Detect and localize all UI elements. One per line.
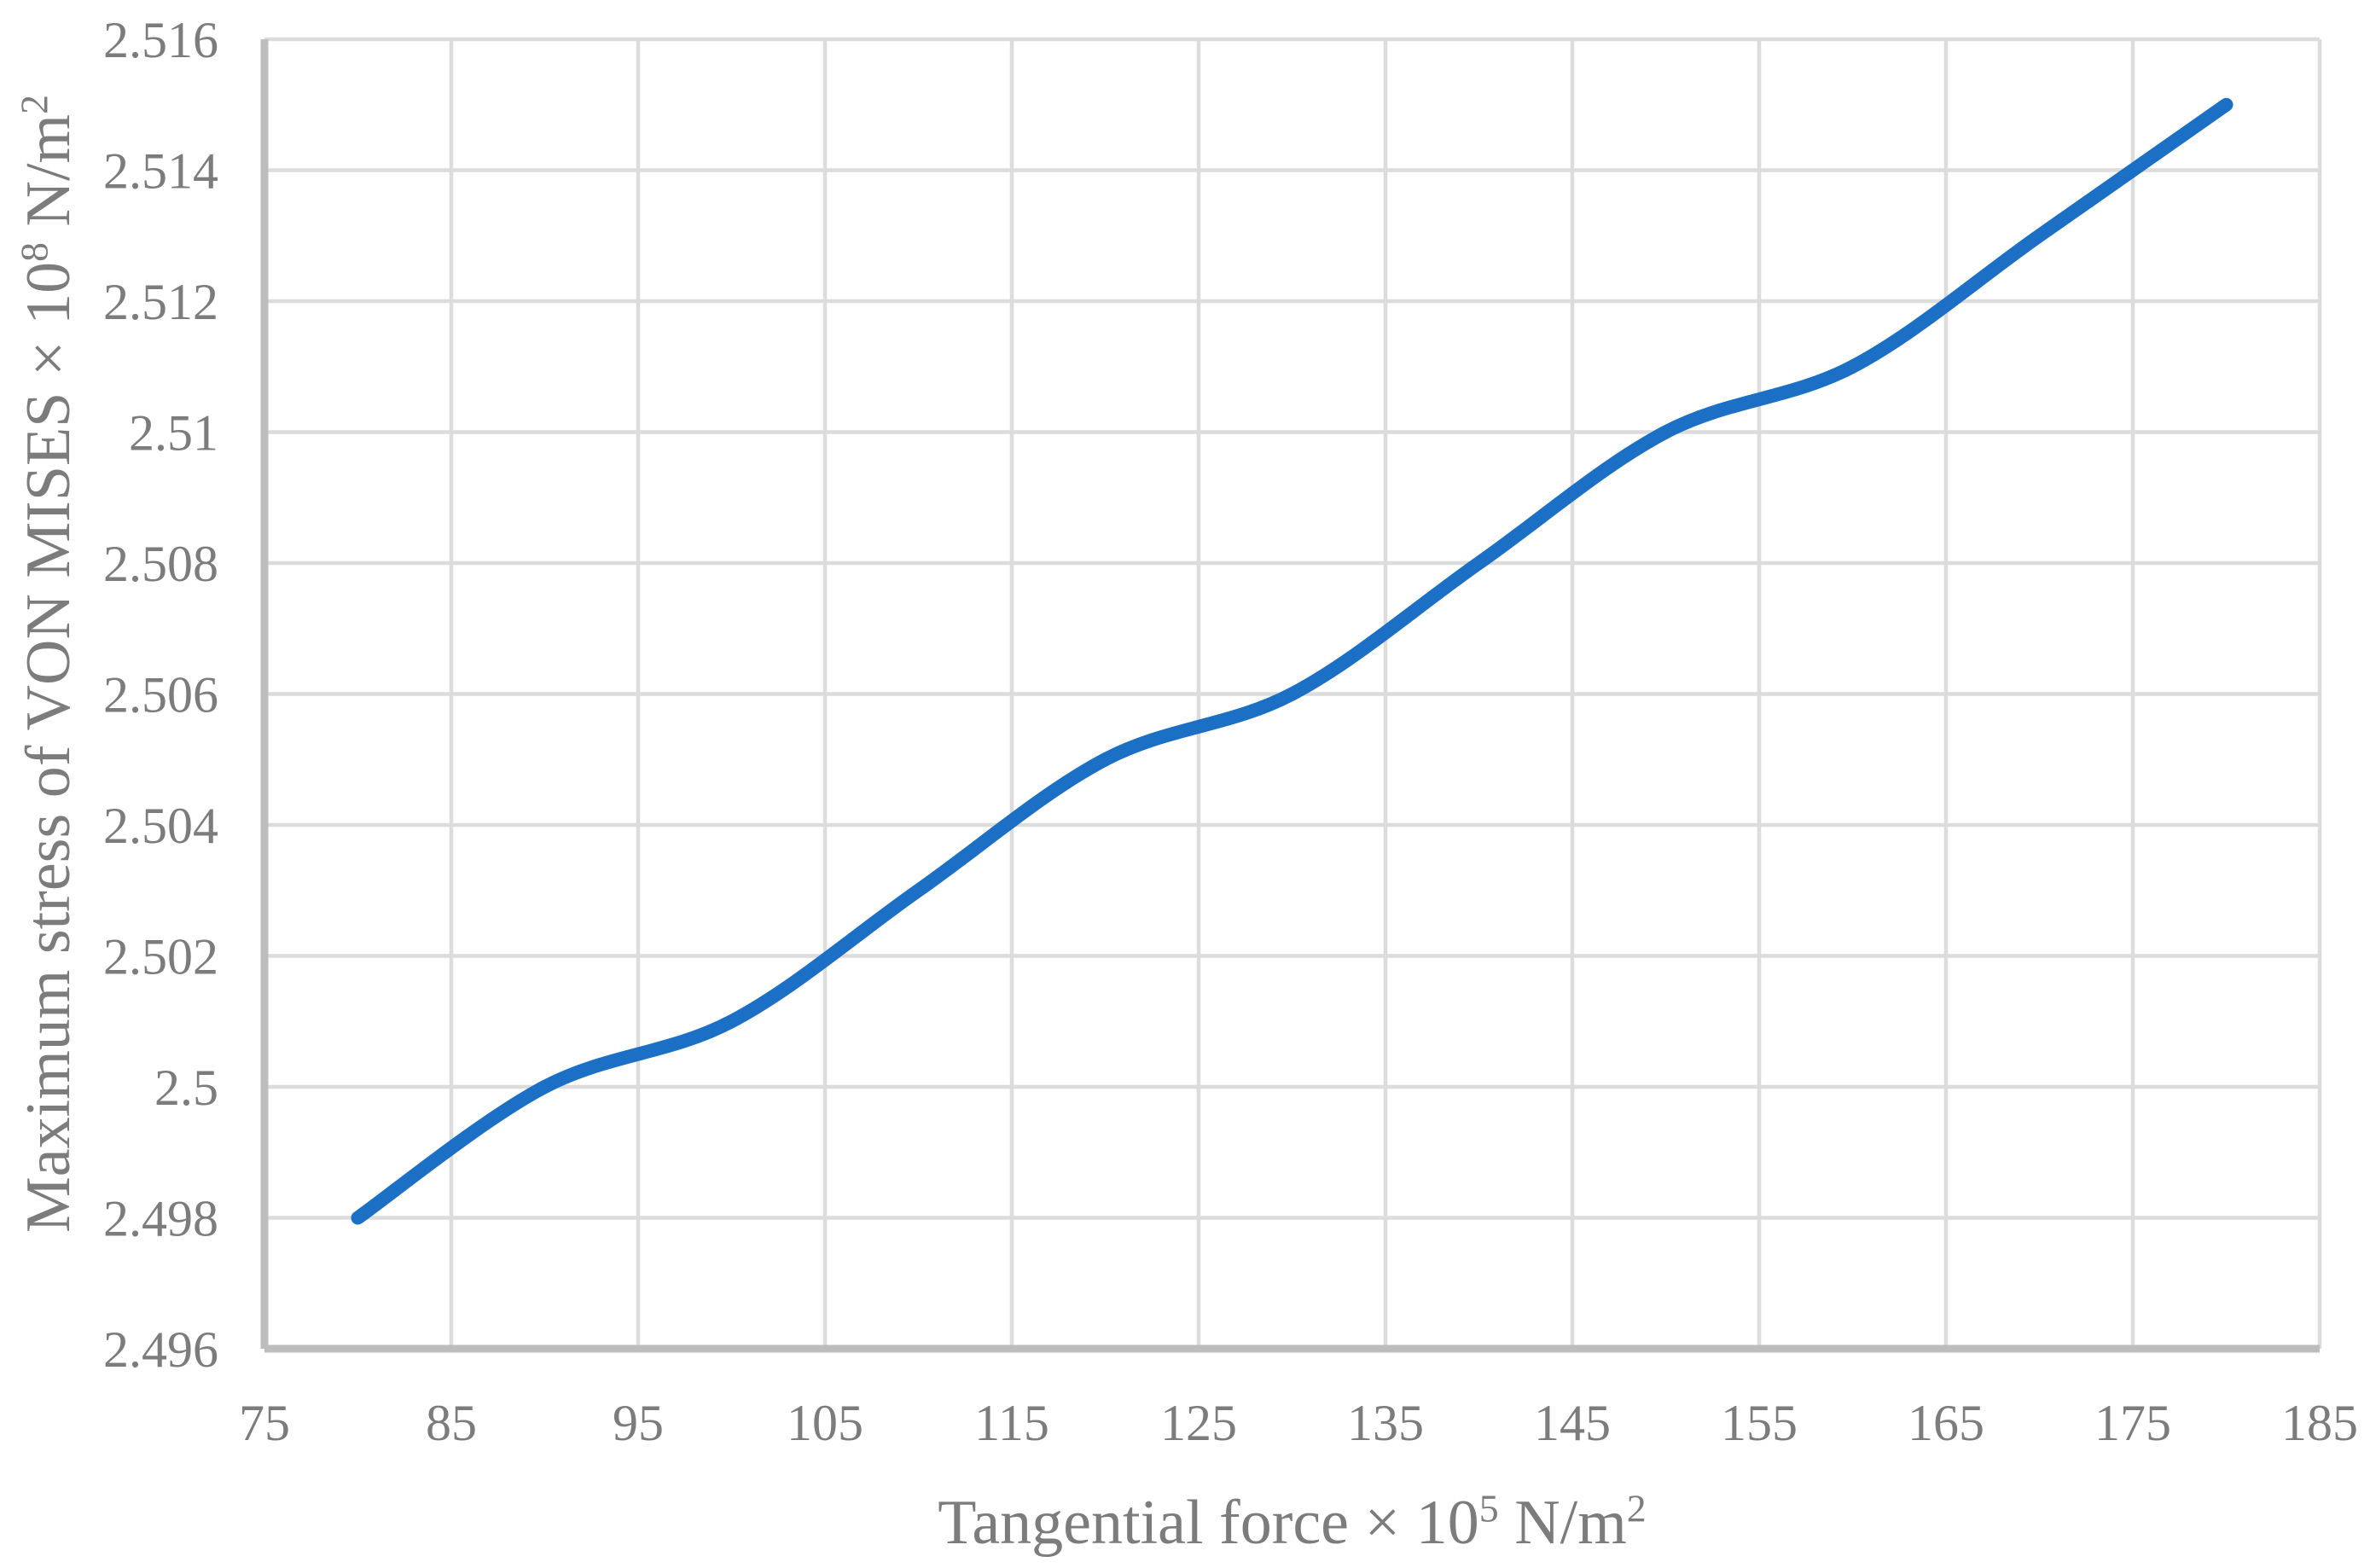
x-tick-label: 95: [613, 1395, 664, 1451]
gridlines: [264, 37, 2322, 1349]
x-tick-label: 155: [1721, 1395, 1798, 1451]
y-tick-label: 2.516: [103, 12, 218, 68]
series-line: [351, 97, 2233, 1225]
y-tick-label: 2.506: [103, 667, 218, 723]
x-tick-label: 85: [426, 1395, 477, 1451]
axis-lines: [260, 39, 2320, 1353]
y-tick-label: 2.496: [103, 1321, 218, 1378]
x-tick-label: 75: [239, 1395, 290, 1451]
y-tick-label: 2.5: [154, 1060, 218, 1116]
y-tick-label: 2.508: [103, 536, 218, 592]
data-series: [351, 97, 2233, 1225]
x-axis-title-exponent: 5: [1478, 1486, 1499, 1530]
x-tick-label: 175: [2094, 1395, 2171, 1451]
y-axis-title: Maximum stress of VON MISES × 108 N/m2: [12, 95, 84, 1233]
y-axis-title-unit-exponent: 2: [12, 94, 56, 114]
x-tick-label: 115: [974, 1395, 1049, 1451]
x-axis-title-unit-exponent: 2: [1626, 1486, 1647, 1530]
y-axis-title-exponent: 8: [12, 241, 56, 262]
y-tick-label: 2.512: [103, 274, 218, 330]
x-axis-title: Tangential force × 105 N/m2: [264, 1489, 2320, 1554]
y-tick-label: 2.498: [103, 1191, 218, 1247]
tick-labels: 75 85 95 105 115 125 135 145 155 165 175 185 2.496 2.…: [103, 12, 2358, 1451]
x-tick-label: 135: [1347, 1395, 1424, 1451]
y-axis-title-text: Maximum stress of VON MISES × 10: [14, 261, 84, 1234]
y-axis-title-unit: N/m: [14, 113, 84, 242]
x-tick-label: 185: [2281, 1395, 2358, 1451]
x-tick-label: 165: [1908, 1395, 1984, 1451]
y-tick-label: 2.502: [103, 929, 218, 985]
x-tick-label: 125: [1160, 1395, 1237, 1451]
x-tick-label: 145: [1534, 1395, 1611, 1451]
y-tick-label: 2.514: [103, 143, 218, 200]
y-tick-label: 2.504: [103, 798, 218, 854]
x-axis-title-unit: N/m: [1498, 1488, 1627, 1558]
y-tick-label: 2.51: [129, 405, 218, 462]
x-tick-label: 105: [787, 1395, 863, 1451]
x-axis-title-text: Tangential force × 10: [938, 1488, 1479, 1558]
